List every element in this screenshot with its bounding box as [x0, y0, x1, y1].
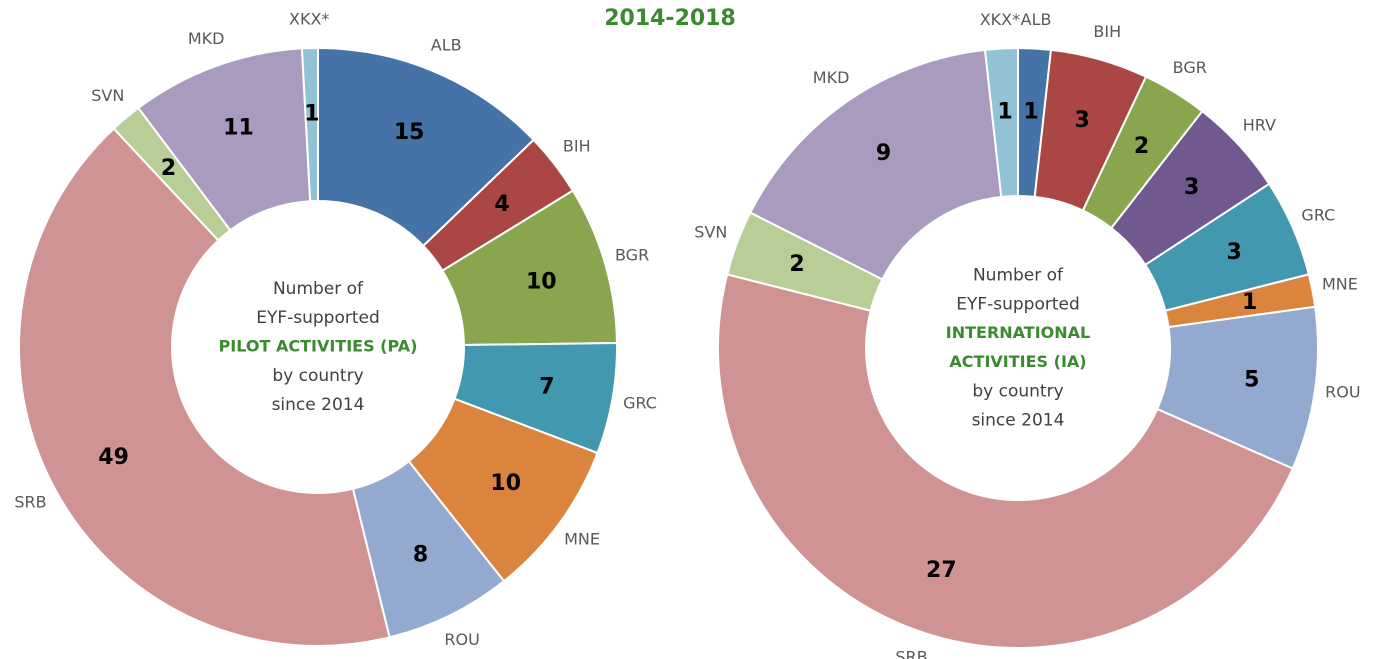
- category-label: SRB: [895, 648, 927, 659]
- value-label: 1: [997, 99, 1012, 124]
- donut-hole: [172, 201, 464, 493]
- category-label: BGR: [1173, 58, 1207, 77]
- category-label: MNE: [1322, 275, 1358, 294]
- value-label: 3: [1075, 108, 1090, 133]
- value-label: 15: [394, 120, 425, 145]
- category-label: XKX*: [980, 10, 1020, 29]
- category-label: MKD: [188, 29, 225, 48]
- value-label: 4: [494, 192, 509, 217]
- center-text: ACTIVITIES (IA): [949, 352, 1086, 371]
- category-label: HRV: [1243, 115, 1276, 134]
- category-label: ROU: [444, 630, 479, 649]
- center-text: since 2014: [272, 395, 365, 415]
- value-label: 2: [789, 252, 804, 277]
- category-label: XKX*: [289, 10, 329, 29]
- value-label: 11: [223, 116, 254, 141]
- category-label: GRC: [623, 393, 657, 412]
- category-label: ALB: [1021, 10, 1052, 29]
- category-label: GRC: [1301, 206, 1335, 225]
- value-label: 2: [1134, 134, 1149, 159]
- center-text: Number of: [273, 279, 364, 299]
- value-label: 5: [1244, 367, 1259, 392]
- chart-title: 2014-2018: [604, 6, 736, 31]
- value-label: 49: [98, 445, 129, 470]
- value-label: 1: [1242, 290, 1257, 315]
- category-label: BIH: [563, 137, 591, 156]
- donut-hole: [866, 196, 1170, 500]
- value-label: 9: [876, 141, 891, 166]
- category-label: ROU: [1325, 383, 1360, 402]
- category-label: MKD: [813, 68, 850, 87]
- center-text: EYF-supported: [956, 295, 1080, 315]
- center-text: PILOT ACTIVITIES (PA): [219, 337, 418, 356]
- value-label: 7: [539, 374, 554, 399]
- value-label: 27: [926, 558, 957, 583]
- category-label: MNE: [564, 529, 600, 548]
- center-text: since 2014: [972, 411, 1065, 431]
- value-label: 10: [490, 471, 521, 496]
- category-label: SVN: [91, 86, 124, 105]
- category-label: ALB: [431, 36, 462, 55]
- value-label: 3: [1226, 240, 1241, 265]
- center-text: INTERNATIONAL: [946, 323, 1090, 342]
- center-text: Number of: [973, 266, 1064, 286]
- value-label: 8: [413, 543, 428, 568]
- value-label: 1: [304, 102, 319, 127]
- category-label: SRB: [14, 492, 46, 511]
- category-label: SVN: [694, 222, 727, 241]
- center-text: EYF-supported: [256, 308, 380, 328]
- category-label: BIH: [1093, 22, 1121, 41]
- category-label: BGR: [615, 246, 649, 265]
- value-label: 1: [1023, 99, 1038, 124]
- center-text: by country: [272, 366, 363, 386]
- value-label: 10: [526, 269, 557, 294]
- center-text: by country: [972, 382, 1063, 402]
- value-label: 3: [1184, 175, 1199, 200]
- value-label: 2: [161, 156, 176, 181]
